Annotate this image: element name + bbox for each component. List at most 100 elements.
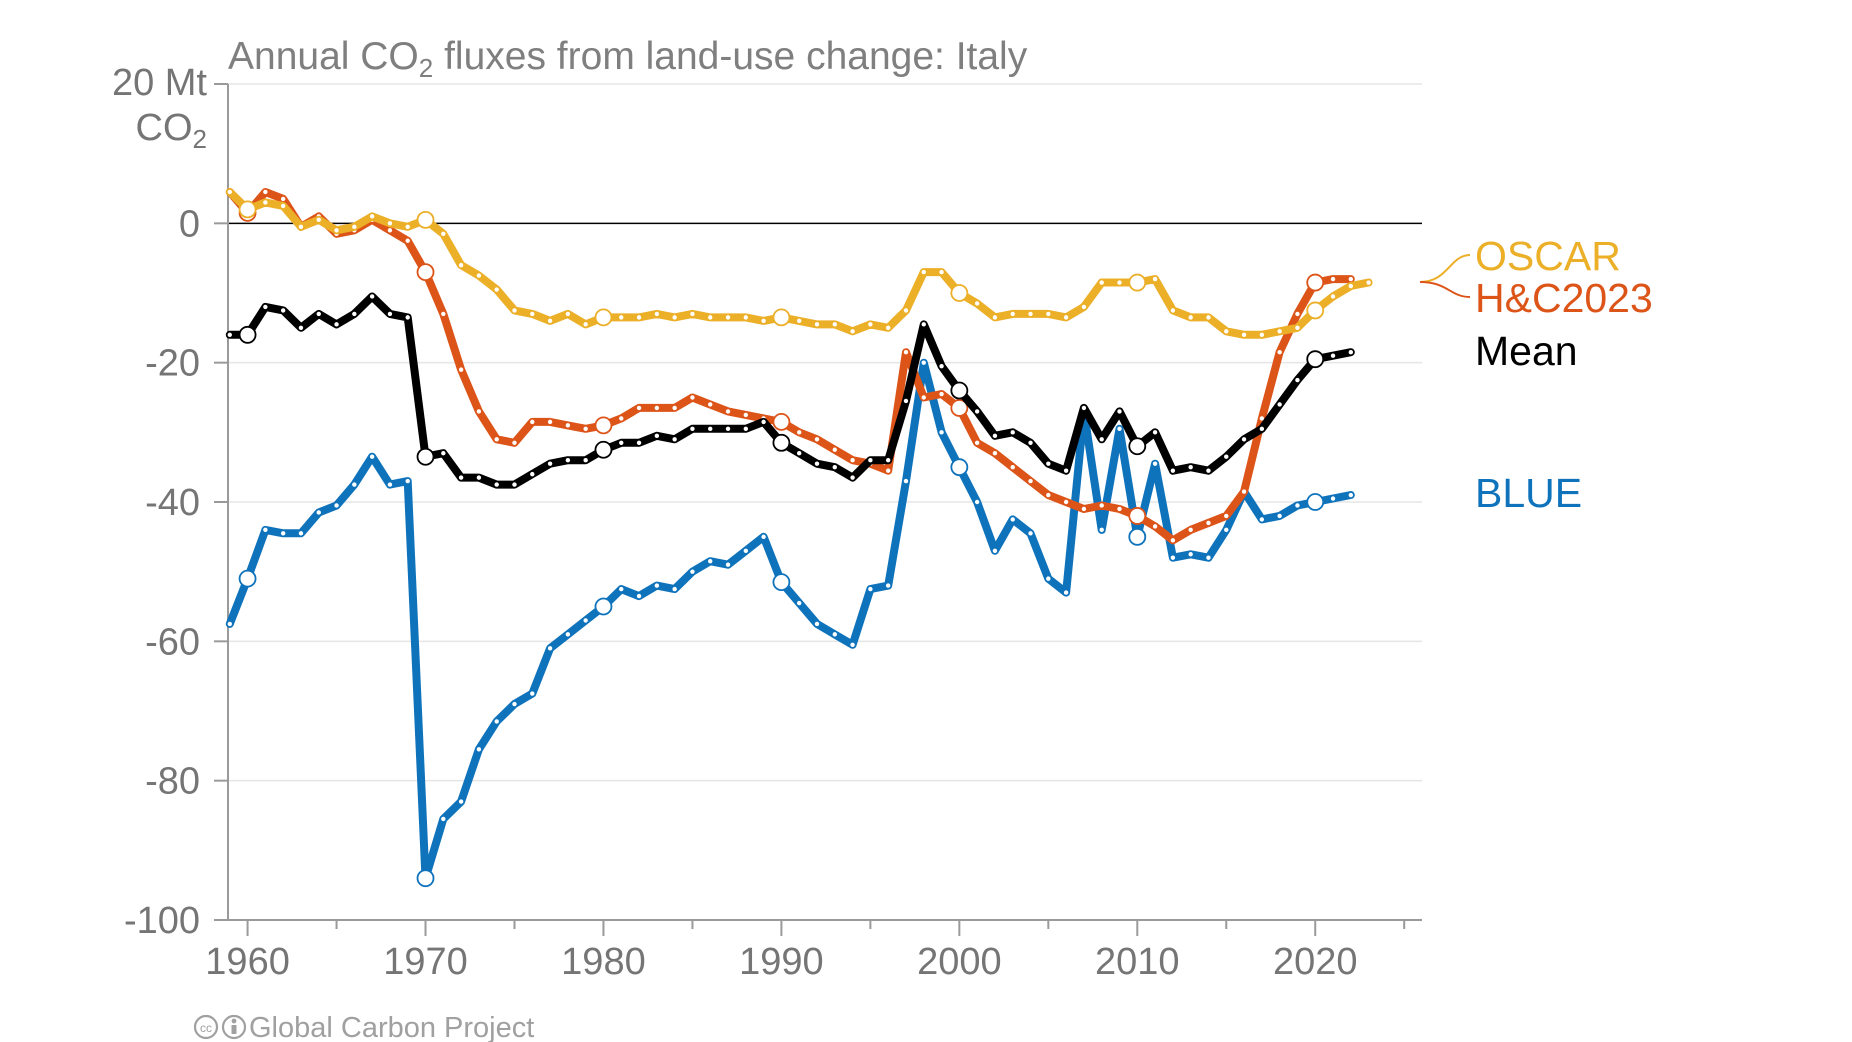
- data-point: [1046, 461, 1051, 466]
- data-point: [921, 360, 926, 365]
- data-point: [1081, 304, 1087, 310]
- data-point: [1206, 315, 1211, 320]
- data-point: [1117, 280, 1122, 285]
- data-point-major: [772, 433, 791, 452]
- data-point-major: [772, 308, 791, 327]
- data-point: [263, 200, 268, 205]
- data-point: [619, 440, 624, 445]
- data-point: [1046, 492, 1051, 498]
- data-point: [903, 308, 909, 313]
- y-axis-unit-line2: CO2: [136, 107, 207, 154]
- data-point: [992, 433, 998, 439]
- x-tick-label: 2000: [917, 941, 1002, 983]
- data-point: [405, 238, 410, 243]
- data-point: [1010, 430, 1015, 435]
- data-point: [725, 426, 731, 432]
- data-point: [1188, 315, 1193, 320]
- data-point: [974, 409, 980, 414]
- data-point: [1046, 311, 1051, 317]
- legend-connector-oscar: [1419, 254, 1471, 283]
- data-point: [992, 315, 998, 320]
- data-point-major: [416, 447, 435, 466]
- data-point: [530, 419, 535, 425]
- data-point-major: [1128, 527, 1147, 546]
- data-point: [974, 440, 980, 445]
- data-point-major: [416, 263, 435, 282]
- data-point: [903, 398, 909, 404]
- data-point: [974, 301, 980, 306]
- y-axis-unit-line1: 20 Mt: [112, 62, 207, 104]
- data-point: [352, 224, 357, 230]
- data-point: [1277, 402, 1282, 407]
- data-point: [458, 262, 464, 268]
- data-point: [1117, 409, 1122, 414]
- data-point: [1170, 308, 1176, 313]
- data-point: [654, 311, 660, 317]
- title-subscript: 2: [419, 53, 433, 83]
- x-tick-labels: 1960 1970 1980 1990 2000 2010 2020: [205, 941, 1357, 983]
- data-point: [619, 416, 624, 421]
- attribution-icon: [221, 1014, 247, 1040]
- data-point: [458, 799, 464, 804]
- data-point-major: [1306, 301, 1325, 320]
- legend-connector-hc2023: [1419, 281, 1471, 298]
- data-point: [761, 419, 766, 425]
- data-point: [636, 440, 642, 445]
- data-point: [725, 315, 731, 320]
- data-point: [227, 332, 232, 337]
- data-point: [1010, 464, 1015, 470]
- data-point-major: [1306, 273, 1325, 292]
- data-point-major: [950, 458, 969, 477]
- data-point: [565, 311, 571, 317]
- data-point: [761, 318, 766, 324]
- data-point-major: [950, 381, 969, 400]
- cc-icon-glyph: cc: [200, 1021, 212, 1035]
- y-tick-label: -60: [145, 621, 200, 663]
- data-point: [565, 632, 571, 637]
- data-point: [690, 395, 695, 400]
- legend-blue: BLUE: [1475, 470, 1582, 516]
- series-line-mean: [225, 292, 1355, 489]
- data-point: [814, 621, 820, 627]
- data-point: [1099, 280, 1104, 285]
- data-point: [280, 203, 286, 209]
- data-point: [530, 691, 535, 696]
- data-point: [814, 461, 820, 466]
- data-point: [405, 315, 410, 320]
- cc-icon: [193, 1014, 219, 1040]
- data-point: [1206, 468, 1211, 473]
- y-tick-labels: 0 -20 -40 -60 -80 -100: [124, 203, 200, 942]
- data-point: [1348, 276, 1354, 282]
- data-point-major: [772, 412, 791, 431]
- title-part-2: fluxes from land-use change: Italy: [433, 35, 1027, 78]
- data-point-major: [238, 569, 257, 588]
- data-point: [1206, 555, 1211, 560]
- data-point: [530, 471, 535, 477]
- data-point: [939, 391, 944, 397]
- data-point: [1063, 315, 1069, 320]
- data-point: [1330, 276, 1336, 282]
- data-point: [1188, 464, 1193, 470]
- data-point-major: [1306, 493, 1325, 511]
- data-point: [1170, 468, 1176, 473]
- data-point: [547, 419, 553, 425]
- data-point: [1277, 513, 1282, 519]
- data-point: [921, 269, 926, 275]
- data-point-major: [950, 399, 969, 417]
- data-point: [672, 437, 677, 442]
- data-point: [636, 405, 642, 411]
- data-point: [761, 534, 766, 540]
- data-point: [1117, 426, 1122, 432]
- x-tick-label: 1970: [383, 941, 468, 983]
- x-tick-label: 1990: [739, 941, 824, 983]
- data-point: [369, 454, 375, 459]
- data-point: [850, 458, 855, 463]
- data-point: [921, 322, 926, 327]
- data-point: [530, 311, 535, 317]
- series-line-blue: [225, 358, 1355, 883]
- data-point: [708, 402, 713, 407]
- data-point: [369, 294, 375, 299]
- data-point-major: [950, 284, 969, 302]
- data-point: [672, 405, 677, 411]
- data-point: [1259, 517, 1265, 522]
